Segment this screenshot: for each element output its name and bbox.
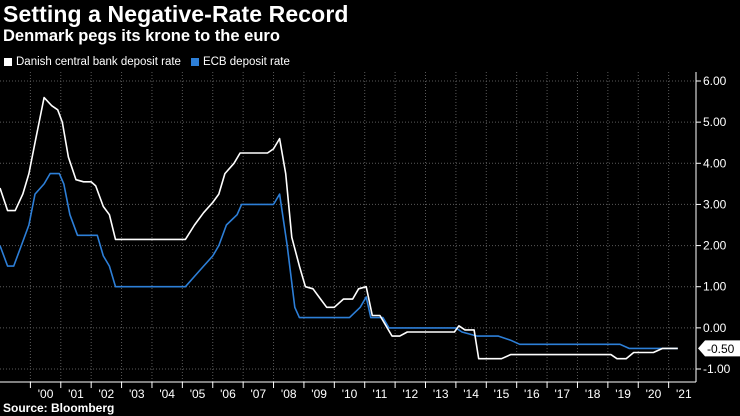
x-tick-label: '08 (281, 387, 297, 401)
y-tick-label: 5.00 (703, 115, 727, 129)
y-tick-label: 1.00 (703, 280, 727, 294)
x-tick-label: '10 (342, 387, 358, 401)
x-tick-label: '02 (99, 387, 115, 401)
source-note: Source: Bloomberg (3, 401, 115, 415)
last-value-callout (698, 340, 740, 357)
x-tick-label: '19 (615, 387, 631, 401)
danish-rate-line (0, 96, 678, 360)
x-tick-label: '07 (251, 387, 267, 401)
y-tick-label: 6.00 (703, 74, 727, 88)
x-tick-label: '11 (373, 387, 388, 401)
chart-subtitle: Denmark pegs its krone to the euro (3, 27, 280, 45)
x-tick-label: '21 (676, 387, 692, 401)
legend-label-ecb: ECB deposit rate (202, 56, 290, 68)
y-tick-label: 0.00 (703, 321, 727, 335)
x-tick-label: '15 (494, 387, 510, 401)
ecb-rate-line (0, 172, 678, 350)
y-tick-label: 2.00 (703, 239, 727, 253)
x-tick-label: '13 (433, 387, 449, 401)
x-tick-label: '17 (554, 387, 570, 401)
x-tick-label: '20 (646, 387, 662, 401)
x-tick-label: '16 (524, 387, 540, 401)
x-tick-label: '09 (311, 387, 327, 401)
last-value-label: -0.50 (707, 342, 735, 356)
y-tick-label: 3.00 (703, 197, 727, 211)
legend: Danish central bank deposit rate ECB dep… (4, 56, 300, 68)
legend-item-ecb: ECB deposit rate (190, 56, 290, 68)
x-tick-label: '00 (38, 387, 54, 401)
x-tick-label: '06 (220, 387, 236, 401)
x-tick-label: '04 (159, 387, 175, 401)
legend-item-danish: Danish central bank deposit rate (4, 56, 181, 68)
x-tick-label: '05 (190, 387, 206, 401)
legend-swatch-ecb (190, 58, 199, 66)
x-tick-label: '18 (585, 387, 601, 401)
legend-label-danish: Danish central bank deposit rate (16, 56, 181, 68)
x-tick-label: '12 (402, 387, 418, 401)
x-tick-label: '14 (463, 387, 479, 401)
y-tick-label: -1.00 (703, 362, 731, 376)
y-tick-label: 4.00 (703, 156, 727, 170)
x-tick-label: '01 (68, 387, 84, 401)
legend-swatch-danish (4, 58, 12, 66)
x-tick-label: '03 (129, 387, 145, 401)
chart-title: Setting a Negative-Rate Record (3, 1, 349, 27)
